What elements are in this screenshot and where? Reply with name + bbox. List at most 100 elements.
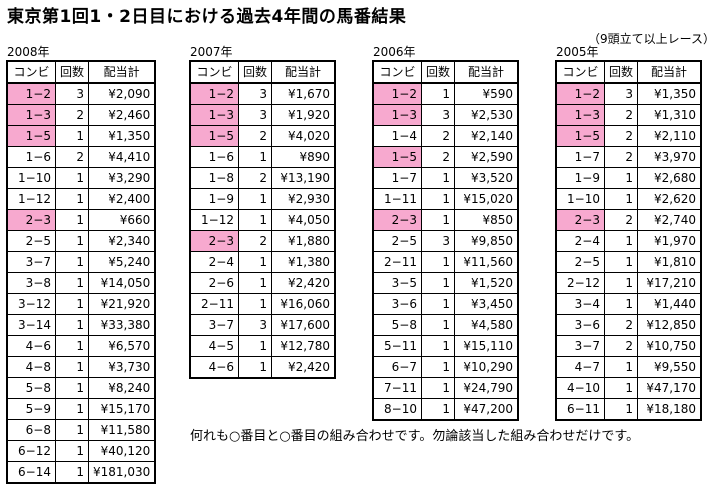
count-cell: 1 bbox=[237, 209, 273, 231]
col-header-payout: 配当計 bbox=[271, 60, 336, 84]
payout-cell: ¥9,550 bbox=[637, 356, 702, 378]
count-cell: 1 bbox=[420, 356, 456, 378]
payout-cell: ¥1,380 bbox=[271, 251, 336, 273]
combo-cell: 5−11 bbox=[372, 335, 422, 357]
payout-cell: ¥3,520 bbox=[454, 167, 519, 189]
combo-cell: 1−5 bbox=[372, 146, 422, 168]
payout-cell: ¥1,310 bbox=[637, 104, 702, 126]
table-row: 1−2 1 ¥590 bbox=[372, 82, 519, 105]
combo-cell: 6−11 bbox=[555, 398, 605, 421]
col-header-count: 回数 bbox=[237, 60, 273, 84]
count-cell: 1 bbox=[237, 146, 273, 168]
combo-cell: 1−3 bbox=[189, 104, 239, 126]
combo-cell: 5−9 bbox=[6, 398, 56, 420]
combo-cell: 1−6 bbox=[6, 146, 56, 168]
combo-cell: 3−7 bbox=[189, 314, 239, 336]
combo-cell: 2−5 bbox=[372, 230, 422, 252]
table-row: 2−3 2 ¥2,740 bbox=[555, 209, 702, 231]
table-row: 1−3 3 ¥1,920 bbox=[189, 104, 336, 126]
table-row: 1−4 2 ¥2,140 bbox=[372, 125, 519, 147]
combo-cell: 1−2 bbox=[189, 82, 239, 105]
payout-cell: ¥4,050 bbox=[271, 209, 336, 231]
col-header-count: 回数 bbox=[420, 60, 456, 84]
payout-cell: ¥2,680 bbox=[637, 167, 702, 189]
table-row: 3−7 2 ¥10,750 bbox=[555, 335, 702, 357]
count-cell: 1 bbox=[54, 293, 90, 315]
col-header-combo: コンビ bbox=[6, 60, 56, 84]
table-row: 5−8 1 ¥8,240 bbox=[6, 377, 156, 399]
count-cell: 1 bbox=[54, 461, 90, 484]
payout-cell: ¥660 bbox=[88, 209, 156, 231]
table-row: 1−5 2 ¥2,590 bbox=[372, 146, 519, 168]
payout-cell: ¥1,670 bbox=[271, 82, 336, 105]
count-cell: 1 bbox=[420, 398, 456, 421]
payout-cell: ¥2,340 bbox=[88, 230, 156, 252]
combo-cell: 1−4 bbox=[372, 125, 422, 147]
payout-cell: ¥1,350 bbox=[88, 125, 156, 147]
count-cell: 1 bbox=[237, 335, 273, 357]
payout-cell: ¥15,110 bbox=[454, 335, 519, 357]
payout-cell: ¥590 bbox=[454, 82, 519, 105]
table-row: 4−7 1 ¥9,550 bbox=[555, 356, 702, 378]
table-row: 4−8 1 ¥3,730 bbox=[6, 356, 156, 378]
table-row: 1−9 1 ¥2,930 bbox=[189, 188, 336, 210]
combo-cell: 2−4 bbox=[189, 251, 239, 273]
payout-cell: ¥17,210 bbox=[637, 272, 702, 294]
payout-cell: ¥21,920 bbox=[88, 293, 156, 315]
table-row: 3−8 1 ¥14,050 bbox=[6, 272, 156, 294]
count-cell: 1 bbox=[54, 398, 90, 420]
combo-cell: 1−5 bbox=[6, 125, 56, 147]
payout-cell: ¥14,050 bbox=[88, 272, 156, 294]
combo-cell: 1−6 bbox=[189, 146, 239, 168]
count-cell: 1 bbox=[603, 377, 639, 399]
combo-cell: 1−5 bbox=[555, 125, 605, 147]
count-cell: 1 bbox=[54, 335, 90, 357]
col-header-count: 回数 bbox=[603, 60, 639, 84]
payout-cell: ¥40,120 bbox=[88, 440, 156, 462]
count-cell: 1 bbox=[420, 188, 456, 210]
payout-cell: ¥2,740 bbox=[637, 209, 702, 231]
count-cell: 2 bbox=[603, 125, 639, 147]
table-row: 1−8 2 ¥13,190 bbox=[189, 167, 336, 189]
payout-cell: ¥850 bbox=[454, 209, 519, 231]
combo-cell: 4−8 bbox=[6, 356, 56, 378]
table-row: 1−12 1 ¥2,400 bbox=[6, 188, 156, 210]
payout-cell: ¥2,620 bbox=[637, 188, 702, 210]
table-row: 6−11 1 ¥18,180 bbox=[555, 398, 702, 421]
table-row: 2−3 1 ¥660 bbox=[6, 209, 156, 231]
payout-cell: ¥11,560 bbox=[454, 251, 519, 273]
table-row: 3−5 1 ¥1,520 bbox=[372, 272, 519, 294]
count-cell: 2 bbox=[54, 146, 90, 168]
table-row: 1−7 1 ¥3,520 bbox=[372, 167, 519, 189]
payout-cell: ¥2,400 bbox=[88, 188, 156, 210]
count-cell: 1 bbox=[420, 167, 456, 189]
payout-cell: ¥47,200 bbox=[454, 398, 519, 421]
combo-cell: 4−5 bbox=[189, 335, 239, 357]
count-cell: 2 bbox=[237, 230, 273, 252]
payout-cell: ¥12,850 bbox=[637, 314, 702, 336]
table-row: 2−5 3 ¥9,850 bbox=[372, 230, 519, 252]
count-cell: 1 bbox=[54, 314, 90, 336]
payout-cell: ¥1,970 bbox=[637, 230, 702, 252]
footnote: 何れも○番目と○番目の組み合わせです。勿論該当した組み合わせだけです。 bbox=[190, 429, 640, 444]
count-cell: 1 bbox=[420, 209, 456, 231]
payout-cell: ¥890 bbox=[271, 146, 336, 168]
count-cell: 2 bbox=[603, 314, 639, 336]
table-row: 2−11 1 ¥11,560 bbox=[372, 251, 519, 273]
count-cell: 1 bbox=[237, 251, 273, 273]
combo-cell: 2−3 bbox=[372, 209, 422, 231]
table-row: 1−7 2 ¥3,970 bbox=[555, 146, 702, 168]
payout-cell: ¥10,750 bbox=[637, 335, 702, 357]
count-cell: 1 bbox=[54, 167, 90, 189]
combo-cell: 1−2 bbox=[6, 82, 56, 105]
combo-cell: 1−12 bbox=[189, 209, 239, 231]
table-row: 5−8 1 ¥4,580 bbox=[372, 314, 519, 336]
count-cell: 1 bbox=[237, 356, 273, 379]
count-cell: 1 bbox=[420, 377, 456, 399]
table-row: 2−3 2 ¥1,880 bbox=[189, 230, 336, 252]
table-row: 1−2 3 ¥1,350 bbox=[555, 82, 702, 105]
combo-cell: 3−4 bbox=[555, 293, 605, 315]
combo-cell: 2−11 bbox=[189, 293, 239, 315]
payout-cell: ¥9,850 bbox=[454, 230, 519, 252]
combo-cell: 1−3 bbox=[6, 104, 56, 126]
